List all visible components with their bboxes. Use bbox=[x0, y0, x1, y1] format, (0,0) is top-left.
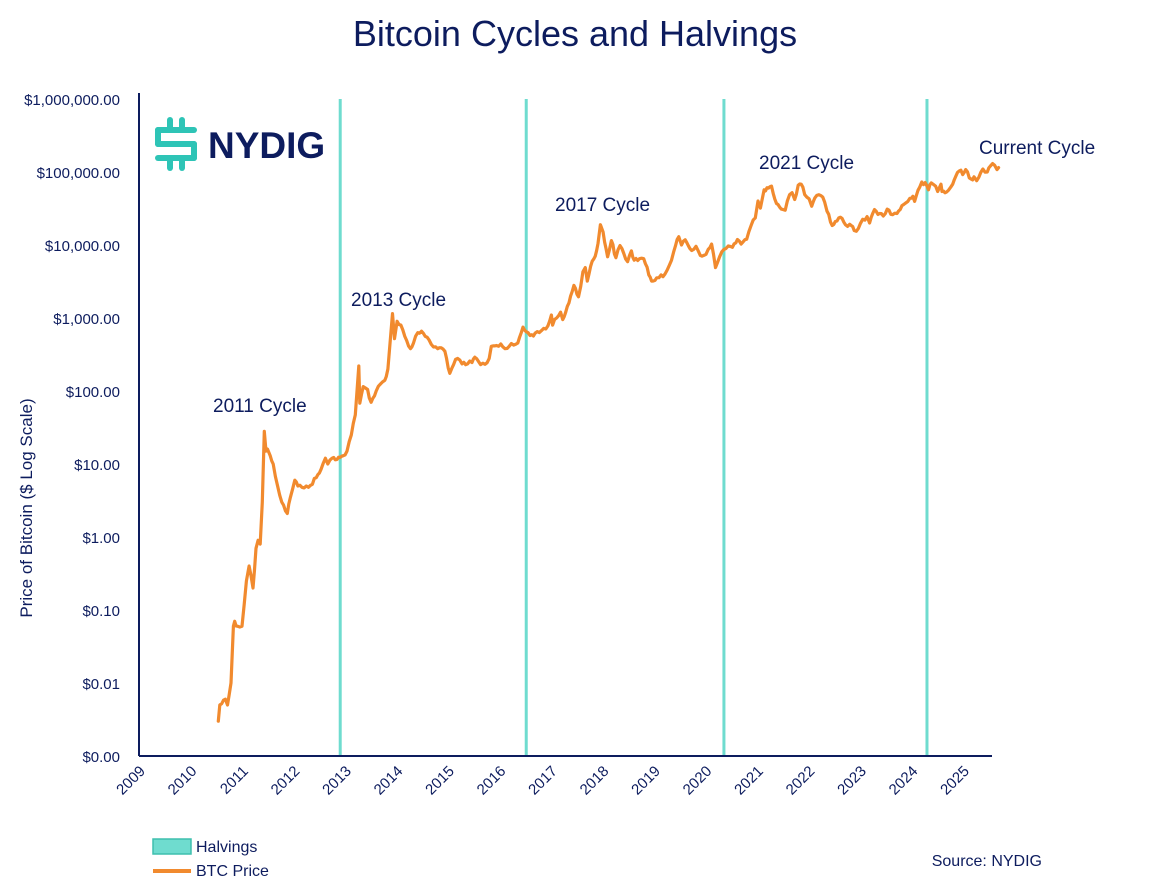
x-tick-label: 2014 bbox=[371, 763, 407, 799]
x-tick-label: 2024 bbox=[886, 763, 922, 799]
y-tick-label: $1,000.00 bbox=[53, 311, 120, 328]
x-tick-label: 2021 bbox=[731, 763, 767, 799]
nydig-logo: NYDIG bbox=[155, 117, 325, 171]
y-tick-label: $0.00 bbox=[82, 749, 120, 766]
nydig-logo-icon bbox=[155, 117, 197, 171]
cycle-annotation: 2011 Cycle bbox=[213, 396, 307, 417]
cycle-annotation: 2013 Cycle bbox=[351, 290, 446, 311]
y-tick-label: $100.00 bbox=[66, 384, 120, 401]
y-tick-label: $10,000.00 bbox=[45, 238, 120, 255]
x-tick-label: 2017 bbox=[525, 763, 561, 799]
x-tick-label: 2022 bbox=[783, 763, 819, 799]
x-tick-label: 2023 bbox=[834, 763, 870, 799]
x-tick-label: 2009 bbox=[113, 763, 149, 799]
x-tick-label: 2020 bbox=[680, 763, 716, 799]
btc-price-line bbox=[216, 162, 1001, 723]
x-tick-label: 2011 bbox=[217, 763, 252, 798]
legend-halvings-swatch bbox=[152, 838, 192, 855]
y-tick-label: $0.01 bbox=[82, 676, 120, 693]
axes-group bbox=[138, 93, 992, 757]
series-group bbox=[216, 162, 1001, 723]
y-tick-label: $1,000,000.00 bbox=[24, 92, 120, 109]
annotations-group: 2011 Cycle 2013 Cycle 2017 Cycle 2021 Cycle… bbox=[213, 138, 1095, 417]
x-tick-label: 2010 bbox=[165, 763, 201, 799]
x-tick-label: 2012 bbox=[268, 763, 304, 799]
legend-btc-label: BTC Price bbox=[196, 863, 269, 880]
x-tick-label: 2019 bbox=[628, 763, 664, 799]
y-tick-label: $100,000.00 bbox=[37, 165, 120, 182]
x-tick-label: 2013 bbox=[319, 763, 355, 799]
x-tick-label: 2016 bbox=[474, 763, 510, 799]
legend: Halvings BTC Price bbox=[152, 838, 269, 880]
cycle-annotation: Current Cycle bbox=[979, 138, 1095, 159]
halving-lines bbox=[338, 99, 929, 756]
y-axis-title: Price of Bitcoin ($ Log Scale) bbox=[17, 398, 36, 617]
y-ticks: $0.00 $0.01 $0.10 $1.00 $10.00 $100.00 $1,000.… bbox=[24, 92, 120, 766]
x-ticks: 2009 2010 2011 2012 2013 2014 2015 2016 2017 2018… bbox=[113, 763, 973, 799]
y-tick-label: $0.10 bbox=[82, 603, 120, 620]
legend-halvings-label: Halvings bbox=[196, 839, 257, 856]
cycle-annotation: 2021 Cycle bbox=[759, 153, 854, 174]
y-tick-label: $10.00 bbox=[74, 457, 120, 474]
cycle-annotation: 2017 Cycle bbox=[555, 195, 650, 216]
x-tick-label: 2025 bbox=[937, 763, 973, 799]
y-tick-label: $1.00 bbox=[82, 530, 120, 547]
x-tick-label: 2018 bbox=[577, 763, 613, 799]
chart-title: Bitcoin Cycles and Halvings bbox=[353, 13, 797, 54]
source-text: Source: NYDIG bbox=[932, 853, 1042, 870]
x-tick-label: 2015 bbox=[422, 763, 458, 799]
y-axis-title-group: Price of Bitcoin ($ Log Scale) bbox=[17, 398, 36, 617]
nydig-logo-text: NYDIG bbox=[208, 125, 325, 166]
